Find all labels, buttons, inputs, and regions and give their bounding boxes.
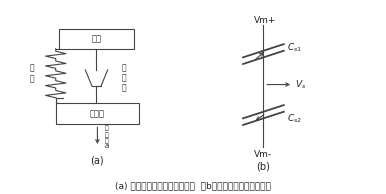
Bar xyxy=(59,29,134,49)
Text: a: a xyxy=(105,143,109,149)
Text: (a) 执行器的力学结构示意图，  （b）感应器的电学原理图。: (a) 执行器的力学结构示意图， （b）感应器的电学原理图。 xyxy=(115,181,271,190)
Text: 质量块: 质量块 xyxy=(90,109,105,118)
Bar xyxy=(56,103,139,124)
Text: $C_{s2}$: $C_{s2}$ xyxy=(288,113,303,125)
Text: $C_{s1}$: $C_{s1}$ xyxy=(288,41,303,54)
Text: $V_s$: $V_s$ xyxy=(295,78,306,91)
Text: 弹
簧: 弹 簧 xyxy=(29,64,34,83)
Text: Vm-: Vm- xyxy=(254,150,272,159)
Text: (a): (a) xyxy=(90,155,103,165)
Text: Vm+: Vm+ xyxy=(254,16,276,25)
Text: (b): (b) xyxy=(256,162,270,172)
Text: 衬底: 衬底 xyxy=(91,34,102,43)
Text: 加
速
度: 加 速 度 xyxy=(105,126,108,144)
Text: 固
定
器: 固 定 器 xyxy=(122,63,127,93)
